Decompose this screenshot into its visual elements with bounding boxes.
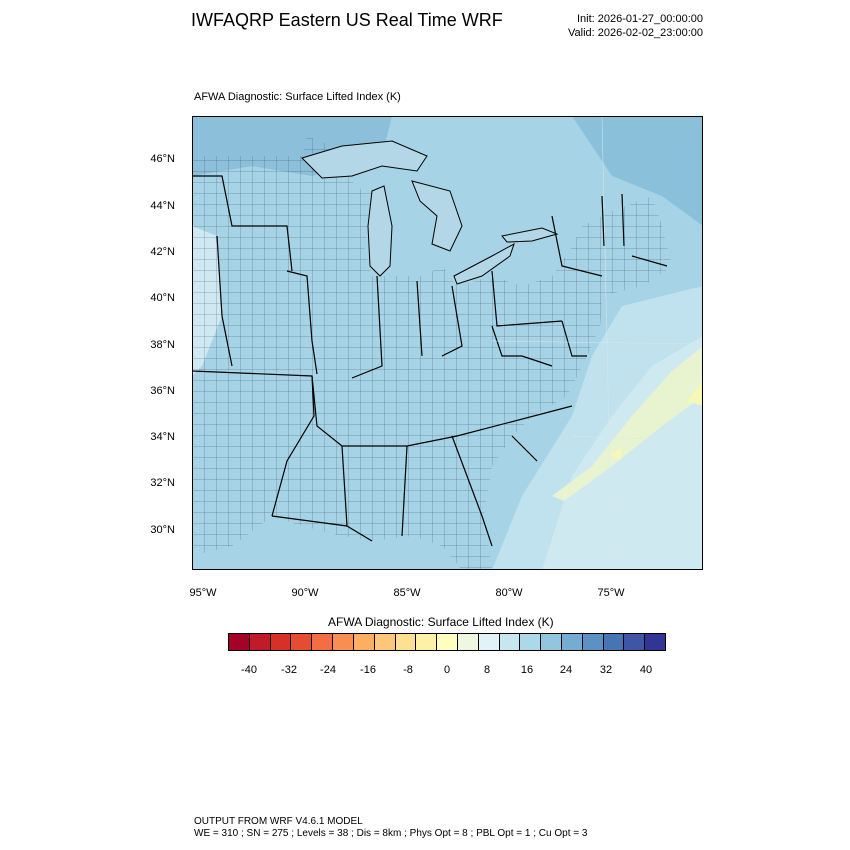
colorbar-tick-label: 0 (443, 664, 451, 676)
lon-label: 90°W (291, 587, 319, 599)
colorbar-tick-label: 32 (599, 664, 613, 676)
lon-label: 95°W (189, 587, 217, 599)
colorbar-swatch (270, 634, 292, 650)
lon-label: 85°W (393, 587, 421, 599)
colorbar-swatch (312, 634, 334, 650)
lat-label: 40°N (150, 292, 175, 304)
colorbar-swatch (333, 634, 354, 650)
colorbar-tick-label: -40 (241, 664, 257, 676)
colorbar-swatch (229, 634, 250, 650)
colorbar-swatch (562, 634, 583, 650)
unstable-region (552, 346, 703, 501)
map-panel (192, 116, 703, 570)
colorbar (228, 633, 666, 651)
lon-label: 75°W (597, 587, 625, 599)
state-borders (192, 175, 668, 547)
plot-title: IWFAQRP Eastern US Real Time WRF (191, 10, 503, 30)
field-region-ne (572, 116, 703, 226)
colorbar-swatch (457, 634, 479, 650)
colorbar-swatch (416, 634, 438, 650)
colorbar-swatch (374, 634, 396, 650)
valid-time: Valid: 2026-02-02_23:00:00 (568, 27, 703, 39)
model-footer-line1: OUTPUT FROM WRF V4.6.1 MODEL (194, 816, 363, 827)
lake-ontario (501, 227, 559, 243)
lat-label: 32°N (150, 477, 175, 489)
lat-label: 34°N (150, 431, 175, 443)
lat-label: 44°N (150, 200, 175, 212)
colorbar-tick-label: 8 (483, 664, 491, 676)
colorbar-swatch (645, 634, 666, 650)
colorbar-swatch (291, 634, 313, 650)
lat-label: 42°N (150, 246, 175, 258)
colorbar-swatch (353, 634, 375, 650)
colorbar-title: AFWA Diagnostic: Surface Lifted Index (K… (328, 615, 554, 629)
colorbar-tick-label: -32 (281, 664, 297, 676)
colorbar-tick-label: -8 (403, 664, 413, 676)
colorbar-swatch (478, 634, 500, 650)
lat-label: 38°N (150, 339, 175, 351)
land-counties (192, 136, 672, 570)
graticule (491, 116, 703, 570)
colorbar-swatch (541, 634, 562, 650)
unstable-spot (610, 448, 622, 460)
field-label: AFWA Diagnostic: Surface Lifted Index (K… (194, 91, 401, 103)
colorbar-tick-label: -16 (360, 664, 376, 676)
lake-superior (301, 140, 428, 179)
colorbar-swatch (499, 634, 521, 650)
colorbar-swatch (437, 634, 458, 650)
lat-label: 46°N (150, 153, 175, 165)
lat-label: 30°N (150, 524, 175, 536)
unstable-core (687, 381, 703, 406)
lon-label: 80°W (495, 587, 523, 599)
init-time: Init: 2026-01-27_00:00:00 (577, 13, 703, 25)
colorbar-swatch (520, 634, 542, 650)
colorbar-tick-label: -24 (320, 664, 336, 676)
colorbar-swatch (249, 634, 271, 650)
colorbar-swatch (603, 634, 625, 650)
lat-label: 36°N (150, 385, 175, 397)
colorbar-tick-label: 16 (520, 664, 534, 676)
colorbar-swatch (624, 634, 646, 650)
lake-erie (453, 242, 515, 285)
colorbar-tick-label: 40 (639, 664, 653, 676)
colorbar-swatch (582, 634, 604, 650)
colorbar-tick-label: 24 (559, 664, 573, 676)
model-footer-line2: WE = 310 ; SN = 275 ; Levels = 38 ; Dis … (194, 828, 588, 839)
lake-michigan (367, 185, 393, 277)
lake-huron (411, 180, 463, 252)
colorbar-swatch (395, 634, 417, 650)
